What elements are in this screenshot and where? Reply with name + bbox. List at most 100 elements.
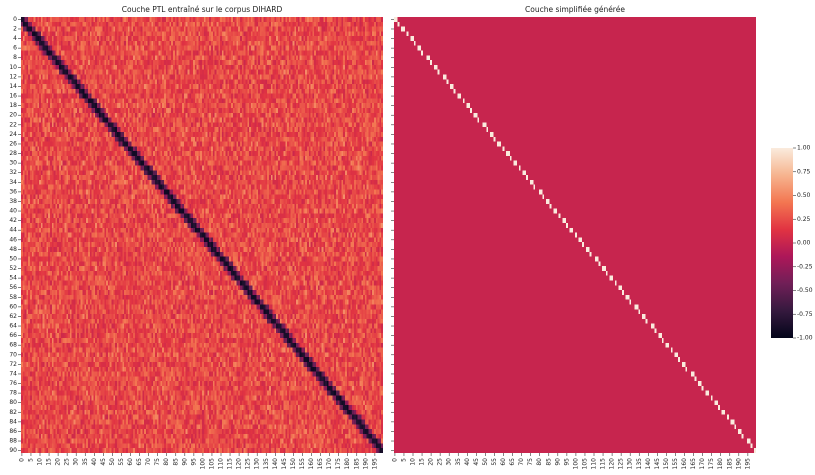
x-tick-label: 35 xyxy=(455,458,462,466)
y-tick-label: 76 xyxy=(9,380,17,387)
y-tick-label: 72 xyxy=(9,361,17,368)
x-tick-label: 120 xyxy=(236,458,243,470)
x-tick-label: 5 xyxy=(400,458,407,462)
x-tick-label: 160 xyxy=(681,458,688,470)
x-tick-label: 155 xyxy=(672,458,679,470)
y-tick-label: 36 xyxy=(9,188,17,195)
x-tick-label: 100 xyxy=(199,458,206,470)
x-tick-label: 70 xyxy=(518,458,525,466)
x-tick-label: 115 xyxy=(600,458,607,470)
y-tick-label: 10 xyxy=(9,64,17,71)
y-tick-label: 60 xyxy=(9,303,17,310)
y-tick-label: 38 xyxy=(9,198,17,205)
y-tick-label: 22 xyxy=(9,121,17,128)
y-tick-label: 30 xyxy=(9,160,17,167)
x-tick-label: 10 xyxy=(410,458,417,466)
y-tick-label: 78 xyxy=(9,390,17,397)
y-tick-label: 28 xyxy=(9,150,17,157)
x-tick-label: 55 xyxy=(491,458,498,466)
x-tick-label: 45 xyxy=(473,458,480,466)
colorbar-tick-label: -1.00 xyxy=(797,335,813,342)
x-tick-label: 150 xyxy=(290,458,297,470)
y-tick-label: 46 xyxy=(9,236,17,243)
colorbar-tick-label: -0.75 xyxy=(797,311,813,318)
y-tick-label: 8 xyxy=(13,54,17,61)
x-tick-label: 75 xyxy=(527,458,534,466)
colorbar-tick-label: 0.50 xyxy=(797,192,811,199)
x-tick-label: 190 xyxy=(362,458,369,470)
x-tick-label: 125 xyxy=(245,458,252,470)
x-tick-label: 20 xyxy=(55,458,62,466)
y-tick-label: 74 xyxy=(9,370,17,377)
x-tick-label: 85 xyxy=(172,458,179,466)
y-tick-label: 18 xyxy=(9,102,17,109)
x-tick-label: 10 xyxy=(37,458,44,466)
x-tick-label: 195 xyxy=(744,458,751,470)
x-tick-label: 30 xyxy=(446,458,453,466)
x-tick-label: 155 xyxy=(299,458,306,470)
x-tick-label: 120 xyxy=(609,458,616,470)
x-tick-label: 105 xyxy=(208,458,215,470)
x-tick-label: 45 xyxy=(100,458,107,466)
y-tick-label: 48 xyxy=(9,246,17,253)
colorbar-tick-label: 1.00 xyxy=(797,145,811,152)
x-tick-label: 80 xyxy=(536,458,543,466)
x-tick-label: 130 xyxy=(627,458,634,470)
x-tick-label: 130 xyxy=(254,458,261,470)
y-tick-label: 80 xyxy=(9,399,17,406)
x-tick-label: 30 xyxy=(73,458,80,466)
y-tick-label: 50 xyxy=(9,255,17,262)
x-tick-label: 50 xyxy=(109,458,116,466)
x-tick-label: 40 xyxy=(464,458,471,466)
y-tick-label: 26 xyxy=(9,140,17,147)
x-tick-label: 170 xyxy=(326,458,333,470)
y-tick-label: 62 xyxy=(9,313,17,320)
y-tick-label: 14 xyxy=(9,83,17,90)
x-tick-label: 65 xyxy=(509,458,516,466)
x-tick-label: 175 xyxy=(335,458,342,470)
x-tick-label: 160 xyxy=(308,458,315,470)
x-tick-label: 125 xyxy=(618,458,625,470)
colorbar: -1.00 -0.75 -0.50 -0.25 0.00 0.25 0.50 0.75 1.00 xyxy=(771,145,813,342)
y-tick-label: 42 xyxy=(9,217,17,224)
x-tick-label: 0 xyxy=(391,458,398,462)
x-tick-label: 25 xyxy=(64,458,71,466)
y-tick-label: 88 xyxy=(9,438,17,445)
y-tick-label: 24 xyxy=(9,131,17,138)
x-tick-label: 110 xyxy=(591,458,598,470)
colorbar-tick-label: -0.25 xyxy=(797,263,813,270)
y-tick-label: 58 xyxy=(9,294,17,301)
y-tick-label: 70 xyxy=(9,351,17,358)
x-tick-label: 140 xyxy=(272,458,279,470)
y-tick-label: 86 xyxy=(9,428,17,435)
y-tick-label: 34 xyxy=(9,179,17,186)
colorbar-tick-label: -0.50 xyxy=(797,287,813,294)
y-tick-label: 20 xyxy=(9,112,17,119)
x-tick-label: 95 xyxy=(190,458,197,466)
y-tick-label: 32 xyxy=(9,169,17,176)
y-tick-label: 82 xyxy=(9,409,17,416)
y-tick-label: 56 xyxy=(9,284,17,291)
x-tick-label: 25 xyxy=(437,458,444,466)
x-tick-label: 5 xyxy=(27,458,34,462)
x-tick-label: 150 xyxy=(663,458,670,470)
x-tick-label: 90 xyxy=(554,458,561,466)
x-tick-label: 55 xyxy=(118,458,125,466)
colorbar-gradient xyxy=(771,148,793,338)
heatmap-left: 0 5 10 15 20 25 30 35 40 45 50 55 60 65 70 75 80 85 90 95 10… xyxy=(9,16,383,470)
x-tick-label: 60 xyxy=(500,458,507,466)
heatmap-right-title: Couche simplifiée générée xyxy=(525,5,625,14)
x-tick-label: 65 xyxy=(136,458,143,466)
x-tick-label: 70 xyxy=(145,458,152,466)
x-tick-label: 115 xyxy=(227,458,234,470)
x-tick-label: 180 xyxy=(344,458,351,470)
x-tick-label: 170 xyxy=(699,458,706,470)
x-tick-label: 110 xyxy=(218,458,225,470)
heatmap-cells xyxy=(394,17,756,453)
heatmap-left-title: Couche PTL entraîné sur le corpus DIHARD xyxy=(122,5,283,14)
y-tick-label: 68 xyxy=(9,342,17,349)
y-tick-label: 6 xyxy=(13,45,17,52)
x-tick-label: 165 xyxy=(317,458,324,470)
